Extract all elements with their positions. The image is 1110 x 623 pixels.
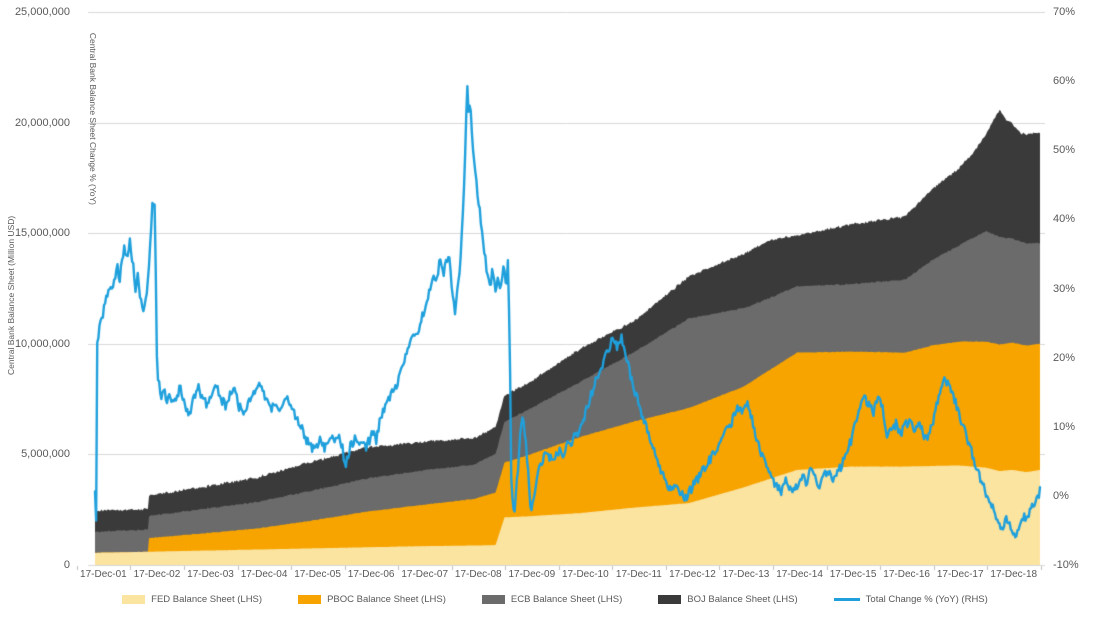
x-axis-tick: 17-Dec-15 xyxy=(829,569,877,580)
left-axis-tick: 15,000,000 xyxy=(14,227,70,240)
left-axis-tick: 0 xyxy=(63,559,70,571)
left-axis-title: Central Bank Balance Sheet (Million USD) xyxy=(6,215,16,375)
x-axis-tick: 17-Dec-10 xyxy=(561,569,609,580)
right-axis-tick: 20% xyxy=(1053,351,1076,364)
x-axis-tick: 17-Dec-06 xyxy=(347,569,395,580)
legend-item: PBOC Balance Sheet (LHS) xyxy=(298,594,446,605)
legend-label: ECB Balance Sheet (LHS) xyxy=(510,594,623,605)
x-axis-tick: 17-Dec-13 xyxy=(722,569,770,580)
x-axis-tick: 17-Dec-02 xyxy=(133,569,181,580)
legend-item: Total Change % (YoY) (RHS) xyxy=(833,594,988,605)
right-axis-tick: 40% xyxy=(1053,213,1076,226)
x-axis-tick: 17-Dec-18 xyxy=(990,569,1038,580)
x-axis-tick: 17-Dec-16 xyxy=(883,569,930,580)
right-axis-tick: 30% xyxy=(1053,282,1076,295)
x-axis-tick: 17-Dec-08 xyxy=(454,569,502,580)
legend-area-swatch xyxy=(658,595,682,604)
legend-label: PBOC Balance Sheet (LHS) xyxy=(327,594,446,605)
legend-area-swatch xyxy=(481,595,505,604)
left-axis-tick: 20,000,000 xyxy=(14,116,70,129)
legend-label: Total Change % (YoY) (RHS) xyxy=(865,594,988,605)
legend-line-swatch xyxy=(833,598,860,601)
left-axis-tick: 25,000,000 xyxy=(14,6,70,18)
x-axis-tick: 17-Dec-12 xyxy=(669,569,716,580)
legend-item: ECB Balance Sheet (LHS) xyxy=(481,594,623,605)
x-axis-tick: 17-Dec-07 xyxy=(401,569,449,580)
legend-item: FED Balance Sheet (LHS) xyxy=(122,594,262,605)
right-axis-tick: 70% xyxy=(1053,6,1076,18)
left-axis-tick: 10,000,000 xyxy=(14,337,70,350)
chart-legend: FED Balance Sheet (LHS) PBOC Balance Shee… xyxy=(0,594,1110,605)
legend-label: FED Balance Sheet (LHS) xyxy=(151,594,263,605)
x-axis-tick: 17-Dec-03 xyxy=(187,569,234,580)
x-axis-tick: 17-Dec-14 xyxy=(776,569,823,580)
x-axis-tick: 17-Dec-11 xyxy=(615,569,662,580)
right-axis-title: Central Bank Balance Sheet Change % (YoY… xyxy=(88,32,98,205)
x-axis-tick: 17-Dec-04 xyxy=(240,569,288,580)
x-axis-tick: 17-Dec-09 xyxy=(508,569,556,580)
right-axis-tick: 10% xyxy=(1053,420,1076,433)
legend-item: BOJ Balance Sheet (LHS) xyxy=(658,594,798,605)
legend-label: BOJ Balance Sheet (LHS) xyxy=(687,594,798,605)
x-axis-tick: 17-Dec-17 xyxy=(936,569,984,580)
legend-area-swatch xyxy=(298,595,322,604)
legend-area-swatch xyxy=(122,595,146,604)
x-axis-tick: 17-Dec-05 xyxy=(294,569,341,580)
right-axis-tick: -10% xyxy=(1053,559,1079,571)
left-axis-tick: 5,000,000 xyxy=(21,448,70,461)
right-axis-tick: 0% xyxy=(1053,489,1069,502)
right-axis-tick: 60% xyxy=(1053,75,1076,88)
right-axis-tick: 50% xyxy=(1053,144,1076,157)
x-axis-tick: 17-Dec-01 xyxy=(80,569,127,580)
